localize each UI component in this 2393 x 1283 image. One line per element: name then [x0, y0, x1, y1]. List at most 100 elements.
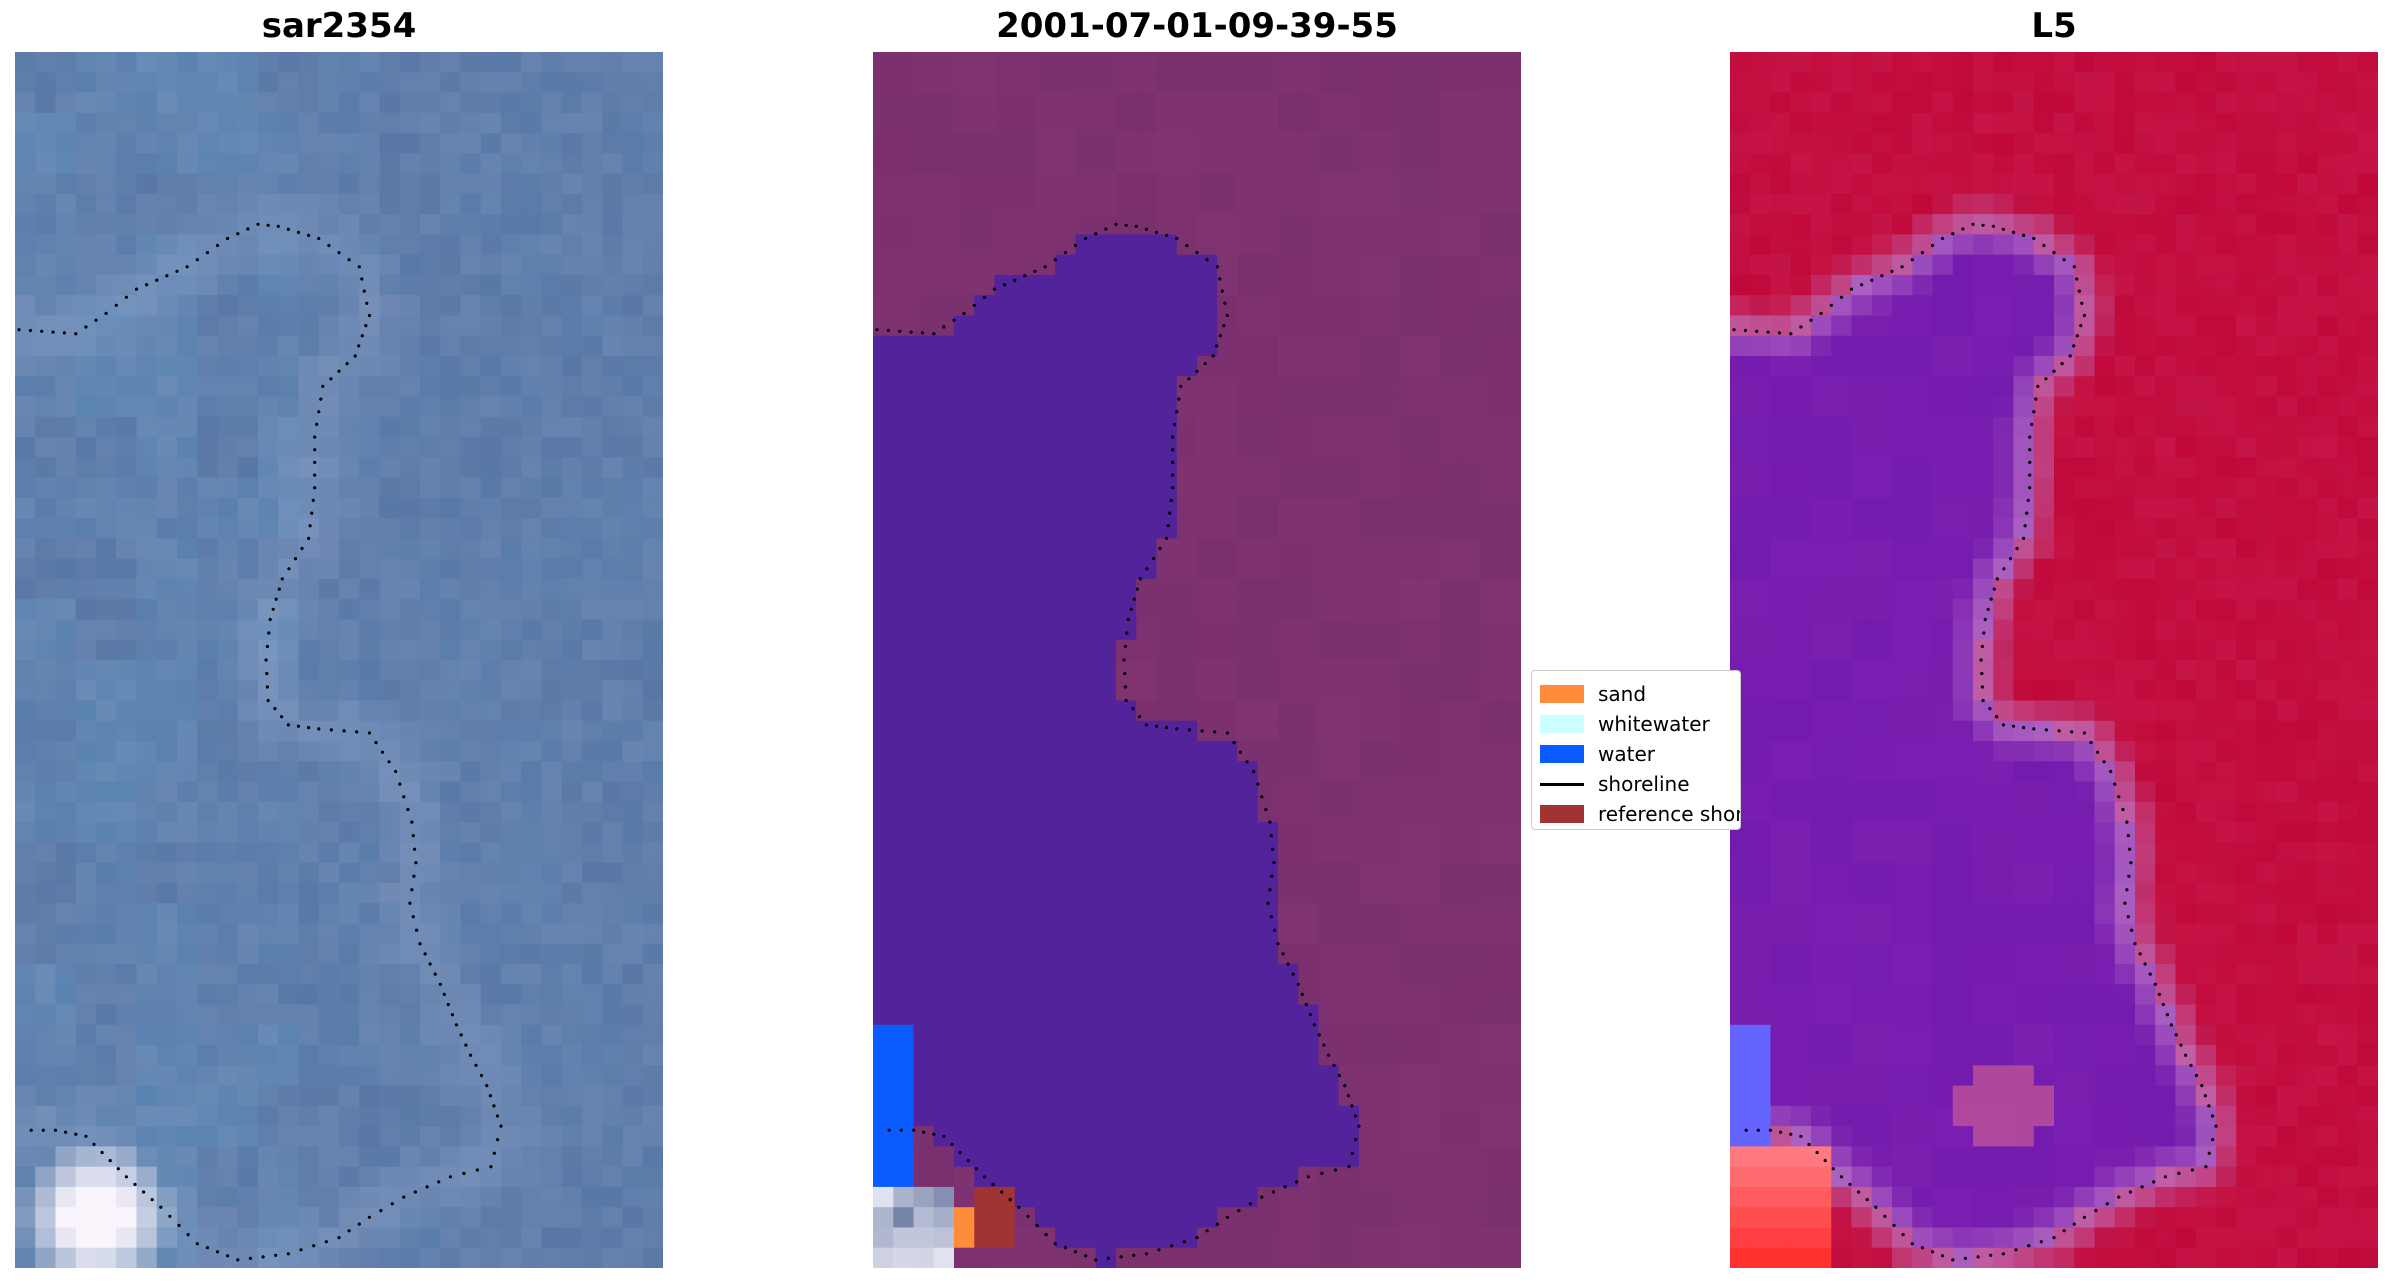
classified-pixel: [954, 964, 975, 985]
rgb-pixel: [96, 923, 117, 945]
rgb-pixel: [258, 153, 279, 175]
mndwi-pixel: [1912, 193, 1934, 215]
rgb-pixel: [561, 1186, 583, 1208]
rgb-pixel: [622, 193, 644, 215]
classified-pixel: [1075, 1105, 1097, 1127]
classified-pixel: [1399, 193, 1421, 215]
classified-pixel: [1338, 72, 1360, 94]
classified-pixel: [974, 133, 996, 154]
mndwi-pixel: [1770, 295, 1792, 317]
classified-pixel: [1095, 274, 1117, 296]
rgb-pixel: [318, 254, 340, 276]
mndwi-pixel: [1770, 335, 1792, 357]
rgb-pixel: [642, 1024, 663, 1046]
mndwi-pixel: [2074, 558, 2096, 580]
mndwi-pixel: [2054, 153, 2075, 175]
classified-pixel: [1338, 599, 1360, 621]
classified-pixel: [1095, 822, 1117, 843]
shoreline-point: [114, 303, 118, 307]
rgb-pixel: [318, 801, 340, 823]
rgb-pixel: [440, 376, 462, 398]
classified-pixel: [1156, 538, 1178, 560]
rgb-pixel: [359, 761, 381, 783]
classified-pixel: [1075, 984, 1097, 1006]
mndwi-pixel: [1831, 518, 1853, 539]
rgb-pixel: [642, 1045, 663, 1066]
mndwi-pixel: [2357, 234, 2378, 256]
rgb-pixel: [521, 396, 543, 418]
classified-pixel: [1298, 1105, 1320, 1127]
classified-pixel: [1014, 153, 1036, 175]
classified-pixel: [1075, 295, 1097, 317]
classified-pixel: [1399, 801, 1421, 823]
rgb-pixel: [582, 842, 603, 864]
classified-pixel: [1278, 984, 1299, 1006]
rgb-pixel: [379, 497, 401, 519]
classified-pixel: [893, 214, 915, 235]
rgb-pixel: [420, 457, 441, 479]
rgb-pixel: [298, 680, 320, 702]
classified-pixel: [1338, 1045, 1360, 1066]
rgb-pixel: [55, 1146, 77, 1168]
rgb-pixel: [156, 680, 178, 702]
classified-pixel: [1035, 720, 1056, 742]
mndwi-pixel: [1871, 295, 1893, 317]
rgb-pixel: [258, 1004, 279, 1026]
rgb-pixel: [75, 72, 97, 94]
classified-pixel: [1014, 1045, 1036, 1066]
rgb-pixel: [116, 153, 138, 175]
classified-pixel: [873, 1207, 894, 1229]
rgb-pixel: [75, 822, 97, 843]
rgb-pixel: [379, 416, 401, 438]
classified-pixel: [1318, 416, 1340, 438]
shoreline-point: [133, 1182, 137, 1186]
rgb-pixel: [177, 720, 198, 742]
classified-pixel: [1298, 903, 1320, 925]
rgb-pixel: [298, 234, 320, 256]
rgb-pixel: [501, 862, 522, 884]
classified-pixel: [893, 1247, 915, 1268]
rgb-pixel: [379, 801, 401, 823]
classified-pixel: [1197, 112, 1218, 134]
rgb-pixel: [136, 700, 158, 722]
classified-pixel: [1440, 558, 1461, 580]
classified-pixel: [1399, 1085, 1421, 1107]
rgb-pixel: [318, 639, 340, 661]
rgb-pixel: [278, 882, 300, 904]
classified-pixel: [1055, 964, 1077, 985]
classified-pixel: [913, 193, 935, 215]
mndwi-pixel: [2195, 396, 2217, 418]
mndwi-pixel: [2297, 112, 2318, 134]
classified-pixel: [1359, 72, 1380, 94]
classified-pixel: [994, 882, 1016, 904]
rgb-pixel: [55, 1126, 77, 1147]
rgb-pixel: [96, 437, 117, 458]
rgb-pixel: [35, 133, 57, 154]
mndwi-pixel: [2094, 437, 2116, 458]
rgb-pixel: [237, 1166, 259, 1188]
rgb-pixel: [521, 943, 543, 965]
mndwi-pixel: [1770, 376, 1792, 398]
rgb-pixel: [55, 1024, 77, 1046]
rgb-pixel: [55, 801, 77, 823]
mndwi-pixel: [1952, 396, 1974, 418]
rgb-pixel: [197, 741, 219, 762]
rgb-pixel: [96, 1227, 117, 1249]
classified-pixel: [1278, 518, 1299, 539]
classified-pixel: [1298, 437, 1320, 458]
rgb-pixel: [258, 842, 279, 864]
classified-pixel: [1399, 457, 1421, 479]
classified-pixel: [1500, 274, 1521, 296]
rgb-pixel: [156, 335, 178, 357]
mndwi-pixel: [1993, 477, 2015, 499]
classified-pixel: [1379, 254, 1401, 276]
rgb-pixel: [521, 801, 543, 823]
rgb-pixel: [642, 822, 663, 843]
shoreline: [875, 222, 1361, 1262]
classified-pixel: [1116, 356, 1137, 377]
rgb-pixel: [460, 1207, 482, 1229]
classified-pixel: [1136, 882, 1158, 904]
classified-pixel: [1156, 437, 1178, 458]
rgb-pixel: [359, 700, 381, 722]
classified-pixel: [1116, 477, 1137, 499]
